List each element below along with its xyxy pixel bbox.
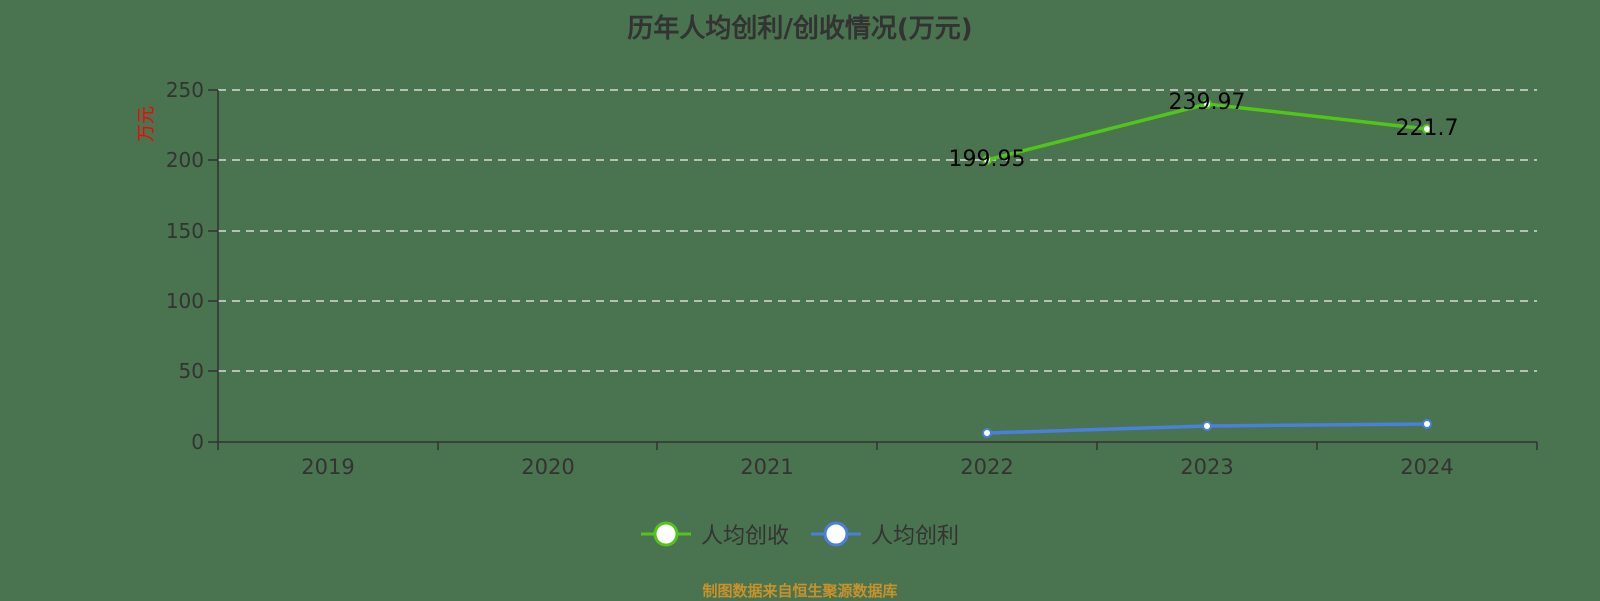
data-point[interactable]: [1422, 124, 1432, 134]
x-axis-labels: 2019 2020 2021 2022 2023 2024: [301, 455, 1453, 479]
y-tick-label: 200: [166, 148, 204, 172]
y-tick-label: 100: [166, 289, 204, 313]
x-tick-label: 2020: [521, 455, 574, 479]
x-tick-label: 2022: [960, 455, 1013, 479]
data-point[interactable]: [1202, 421, 1212, 431]
y-axis-unit: 万元: [136, 106, 157, 142]
chart-title: 历年人均创利/创收情况(万元): [627, 14, 973, 44]
x-tick-label: 2021: [740, 455, 793, 479]
legend-marker-icon: [811, 521, 861, 547]
legend-item-profit[interactable]: 人均创利: [811, 518, 959, 550]
y-tick-label: 0: [191, 430, 204, 454]
series-profit: [982, 419, 1432, 438]
y-tick-label: 50: [179, 359, 204, 383]
x-axis: [217, 441, 1538, 450]
legend-marker-icon: [640, 521, 691, 547]
y-axis-labels: 250 200 150 100 50 0: [166, 78, 204, 454]
legend-label: 人均创收: [700, 524, 789, 549]
x-tick-label: 2019: [301, 455, 354, 479]
data-label: 239.97: [1169, 90, 1246, 115]
x-tick-label: 2023: [1180, 455, 1233, 479]
data-point[interactable]: [982, 428, 992, 438]
legend: 人均创收 人均创利: [0, 518, 1600, 550]
data-label: 221.7: [1396, 116, 1459, 141]
legend-label: 人均创利: [871, 524, 960, 549]
source-note: 制图数据来自恒生聚源数据库: [702, 582, 898, 600]
gridlines: [218, 89, 1537, 372]
data-point[interactable]: [982, 155, 992, 165]
data-point[interactable]: [1202, 99, 1212, 109]
data-label: 199.95: [949, 147, 1026, 172]
data-point[interactable]: [1422, 419, 1432, 429]
y-axis: [208, 89, 219, 443]
series-revenue: [982, 99, 1432, 165]
x-tick-label: 2024: [1400, 455, 1453, 479]
y-tick-label: 250: [166, 78, 204, 102]
y-tick-label: 150: [166, 219, 204, 243]
legend-item-revenue[interactable]: 人均创收: [640, 518, 789, 550]
